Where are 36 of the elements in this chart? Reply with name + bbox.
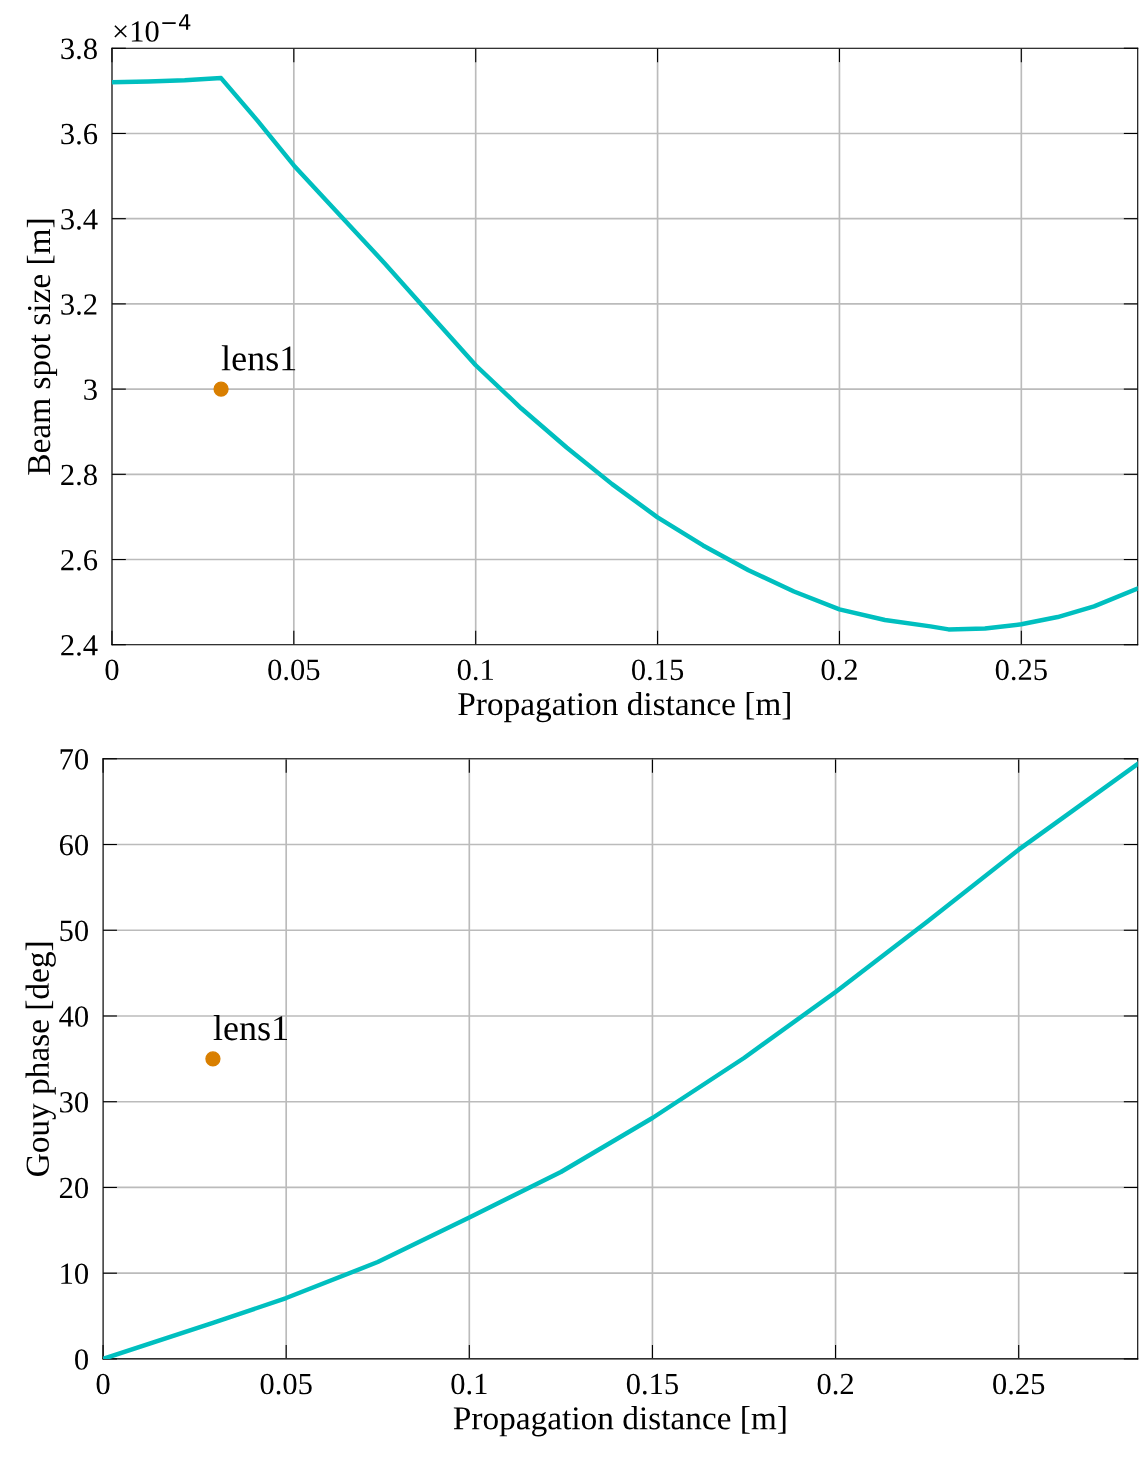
annotation: lens1 (213, 1014, 287, 1041)
line-series (111, 75, 1138, 632)
y-tick-label: 30 (60, 1092, 88, 1113)
x-tick-label: 0.2 (817, 1373, 853, 1395)
y-tick-label: 50 (60, 920, 88, 942)
x-tick-label: 0.1 (451, 1373, 487, 1395)
y-tick-label: 2.4 (61, 635, 98, 656)
y-tick-label: 3.2 (61, 294, 97, 315)
annotation: lens1 (221, 345, 296, 371)
y-tick-label: 3.4 (61, 209, 98, 230)
x-axis-title: Propagation distance [m] (453, 1406, 786, 1437)
y-tick-label: 70 (60, 749, 88, 770)
y-tick-label: 20 (59, 1177, 88, 1199)
y-tick-label: 3 (84, 379, 97, 400)
x-tick-label: 0.25 (995, 659, 1047, 681)
y-tick-label: 10 (61, 1263, 88, 1285)
y-tick-label: 2.6 (61, 549, 98, 571)
x-axis-title: Propagation distance [m] (458, 691, 790, 723)
y-tick-label: 40 (59, 1006, 88, 1027)
x-tick-label: 0 (105, 659, 119, 681)
x-tick-label: 0.15 (632, 659, 684, 681)
y-tick-label: 3.8 (61, 38, 97, 60)
x-tick-label: 0.15 (626, 1373, 678, 1395)
x-tick-label: 0.05 (268, 659, 320, 681)
y-tick-label: 60 (59, 834, 88, 856)
y-tick-label: 2.8 (61, 464, 97, 486)
x-tick-label: 0.2 (821, 659, 857, 681)
text: ×10$^{−4}$ (114, 14, 191, 42)
y-axis-title: Beam spot size [m] (26, 219, 58, 475)
y-axis-title: Gouy phase [deg] (25, 942, 56, 1176)
x-tick-label: 0.05 (260, 1373, 312, 1395)
x-tick-label: 0.1 (457, 659, 493, 681)
x-tick-label: 0.25 (993, 1373, 1045, 1395)
y-tick-label: 0 (75, 1349, 88, 1370)
line-series (103, 761, 1138, 1359)
y-tick-label: 3.6 (61, 123, 98, 145)
